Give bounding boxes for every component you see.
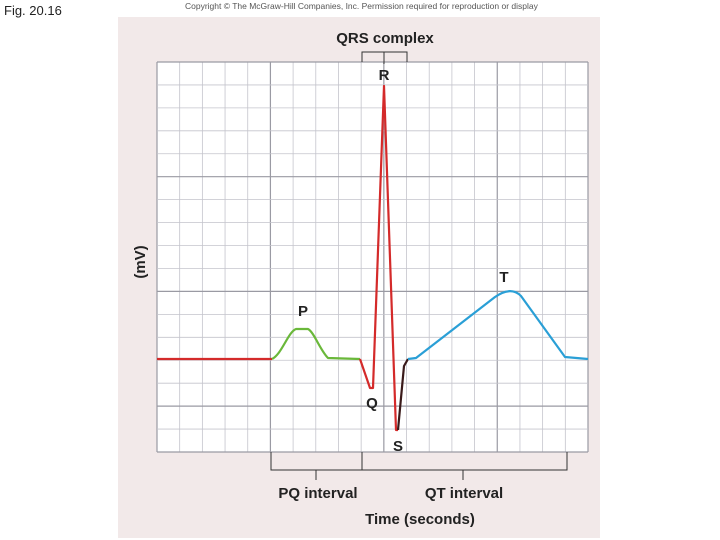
- interval-brackets: [270, 452, 568, 480]
- p-wave-label: P: [298, 303, 308, 320]
- qrs-complex-label: QRS complex: [336, 30, 434, 47]
- ecg-grid: [156, 61, 589, 453]
- x-axis-label: Time (seconds): [365, 511, 475, 528]
- pq-interval-label: PQ interval: [278, 485, 357, 502]
- t-wave-label: T: [499, 269, 508, 286]
- qrs-trace: [358, 84, 398, 432]
- s-segment-trace: [396, 358, 409, 431]
- t-wave-trace: [407, 290, 589, 361]
- qt-interval-label: QT interval: [425, 485, 503, 502]
- r-wave-label: R: [379, 67, 390, 84]
- q-wave-label: Q: [366, 395, 378, 412]
- qrs-complex-bracket: [361, 51, 408, 64]
- grid-background: [157, 62, 588, 452]
- p-wave-trace: [271, 327, 361, 361]
- copyright-notice: Copyright © The McGraw-Hill Companies, I…: [185, 1, 538, 11]
- s-wave-label: S: [393, 438, 403, 455]
- y-axis-label: (mV): [132, 245, 149, 278]
- figure-label: Fig. 20.16: [4, 3, 62, 18]
